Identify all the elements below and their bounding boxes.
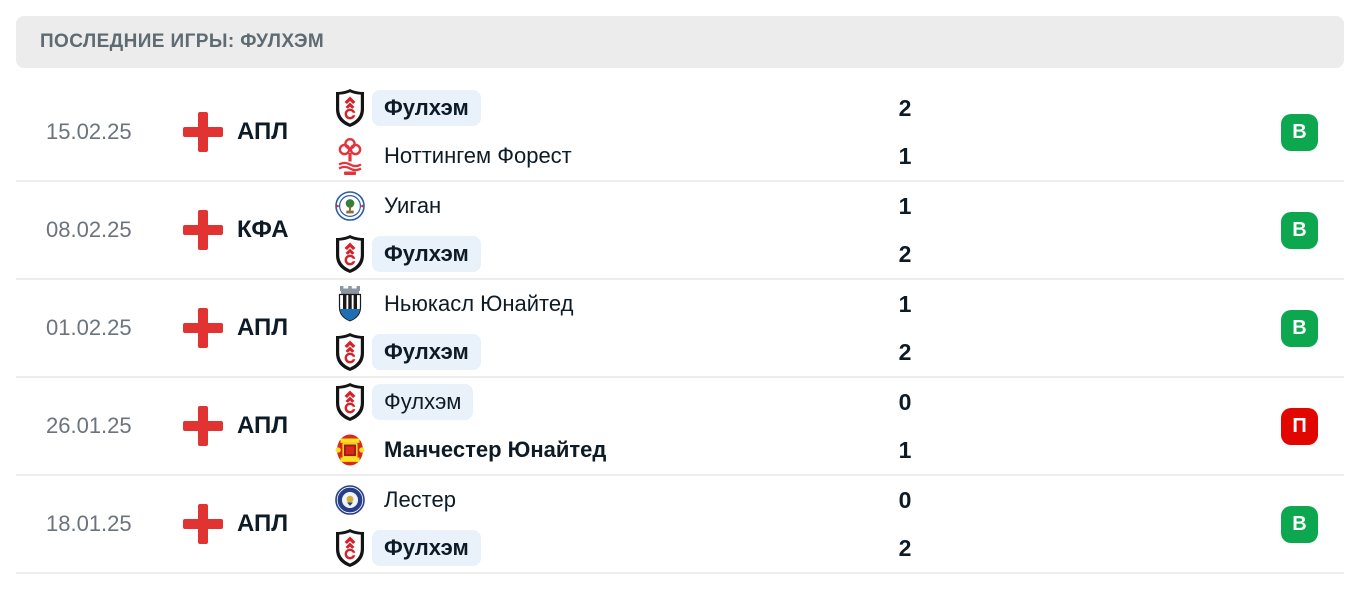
section-title: ПОСЛЕДНИЕ ИГРЫ: ФУЛХЭМ — [40, 31, 325, 52]
section-header: ПОСЛЕДНИЕ ИГРЫ: ФУЛХЭМ — [16, 16, 1344, 68]
match-row[interactable]: 01.02.25 АПЛ Ньюкасл Юнайтед 1 Фулхэм 2 … — [16, 280, 1344, 378]
league-label: АПЛ — [237, 412, 289, 439]
england-flag-cross-icon — [183, 112, 223, 152]
league-cell: КФА — [183, 210, 335, 250]
teams-cell: Уиган 1 Фулхэм 2 — [335, 182, 925, 278]
team-score: 2 — [898, 534, 912, 561]
team-row-away[interactable]: Фулхэм 2 — [335, 230, 925, 278]
team-name-wrap: Уиган — [365, 193, 885, 219]
team-name[interactable]: Фулхэм — [372, 334, 481, 370]
team-row-away[interactable]: Фулхэм 2 — [335, 328, 925, 376]
fulham-logo — [335, 332, 365, 372]
match-row[interactable]: 26.01.25 АПЛ Фулхэм 0 Манчестер Юнайтед … — [16, 378, 1344, 476]
team-row-home[interactable]: Лестер 0 — [335, 476, 925, 524]
match-date: 01.02.25 — [46, 315, 132, 340]
result-badge-win: В — [1281, 505, 1318, 543]
team-name-wrap: Фулхэм — [365, 384, 885, 420]
league-label: АПЛ — [237, 314, 289, 341]
result-badge-loss: П — [1281, 407, 1318, 445]
match-date: 15.02.25 — [46, 119, 132, 144]
team-name-wrap: Манчестер Юнайтед — [365, 437, 885, 463]
team-name-wrap: Фулхэм — [365, 334, 885, 370]
team-row-home[interactable]: Фулхэм 2 — [335, 84, 925, 132]
team-score: 1 — [898, 142, 912, 169]
team-name-wrap: Фулхэм — [365, 90, 885, 126]
team-score: 1 — [898, 290, 912, 317]
match-date: 08.02.25 — [46, 217, 132, 242]
team-score: 2 — [898, 94, 912, 121]
team-name[interactable]: Манчестер Юнайтед — [384, 437, 607, 462]
team-name[interactable]: Ньюкасл Юнайтед — [384, 291, 574, 316]
league-cell: АПЛ — [183, 504, 335, 544]
team-score: 2 — [898, 240, 912, 267]
teams-cell: Фулхэм 2 Ноттингем Форест 1 — [335, 84, 925, 180]
team-score: 0 — [898, 388, 912, 415]
team-name-wrap: Ньюкасл Юнайтед — [365, 291, 885, 317]
team-row-home[interactable]: Фулхэм 0 — [335, 378, 925, 426]
team-name-wrap: Фулхэм — [365, 530, 885, 566]
nottingham-forest-logo — [335, 136, 365, 176]
league-label: АПЛ — [237, 510, 289, 537]
wigan-logo — [335, 191, 365, 221]
league-label: КФА — [237, 216, 289, 243]
team-name[interactable]: Фулхэм — [372, 384, 474, 420]
team-name[interactable]: Фулхэм — [372, 236, 481, 272]
leicester-logo — [335, 485, 365, 515]
result-badge-win: В — [1281, 309, 1318, 347]
team-score: 1 — [898, 192, 912, 219]
fulham-logo — [335, 528, 365, 568]
team-name-wrap: Лестер — [365, 487, 885, 513]
match-date: 26.01.25 — [46, 413, 132, 438]
england-flag-cross-icon — [183, 406, 223, 446]
team-name[interactable]: Фулхэм — [372, 530, 481, 566]
team-name[interactable]: Уиган — [384, 193, 442, 218]
team-row-away[interactable]: Ноттингем Форест 1 — [335, 132, 925, 180]
manchester-united-logo — [335, 433, 365, 467]
team-row-home[interactable]: Уиган 1 — [335, 182, 925, 230]
fulham-logo — [335, 382, 365, 422]
league-label: АПЛ — [237, 118, 289, 145]
team-name-wrap: Фулхэм — [365, 236, 885, 272]
teams-cell: Ньюкасл Юнайтед 1 Фулхэм 2 — [335, 280, 925, 376]
fulham-logo — [335, 88, 365, 128]
league-cell: АПЛ — [183, 308, 335, 348]
teams-cell: Лестер 0 Фулхэм 2 — [335, 476, 925, 572]
fulham-logo — [335, 234, 365, 274]
team-name[interactable]: Лестер — [384, 487, 456, 512]
team-score: 2 — [898, 338, 912, 365]
match-date: 18.01.25 — [46, 511, 132, 536]
matches-list: 15.02.25 АПЛ Фулхэм 2 Ноттингем Форест 1… — [16, 84, 1344, 574]
team-name[interactable]: Ноттингем Форест — [384, 143, 572, 168]
league-cell: АПЛ — [183, 112, 335, 152]
match-row[interactable]: 08.02.25 КФА Уиган 1 Фулхэм 2 В — [16, 182, 1344, 280]
england-flag-cross-icon — [183, 210, 223, 250]
england-flag-cross-icon — [183, 308, 223, 348]
team-name-wrap: Ноттингем Форест — [365, 143, 885, 169]
england-flag-cross-icon — [183, 504, 223, 544]
team-score: 0 — [898, 486, 912, 513]
match-row[interactable]: 18.01.25 АПЛ Лестер 0 Фулхэм 2 В — [16, 476, 1344, 574]
league-cell: АПЛ — [183, 406, 335, 446]
newcastle-logo — [335, 285, 365, 323]
teams-cell: Фулхэм 0 Манчестер Юнайтед 1 — [335, 378, 925, 474]
result-badge-win: В — [1281, 113, 1318, 151]
team-name[interactable]: Фулхэм — [372, 90, 481, 126]
result-badge-win: В — [1281, 211, 1318, 249]
team-row-home[interactable]: Ньюкасл Юнайтед 1 — [335, 280, 925, 328]
team-row-away[interactable]: Манчестер Юнайтед 1 — [335, 426, 925, 474]
team-row-away[interactable]: Фулхэм 2 — [335, 524, 925, 572]
match-row[interactable]: 15.02.25 АПЛ Фулхэм 2 Ноттингем Форест 1… — [16, 84, 1344, 182]
team-score: 1 — [898, 436, 912, 463]
